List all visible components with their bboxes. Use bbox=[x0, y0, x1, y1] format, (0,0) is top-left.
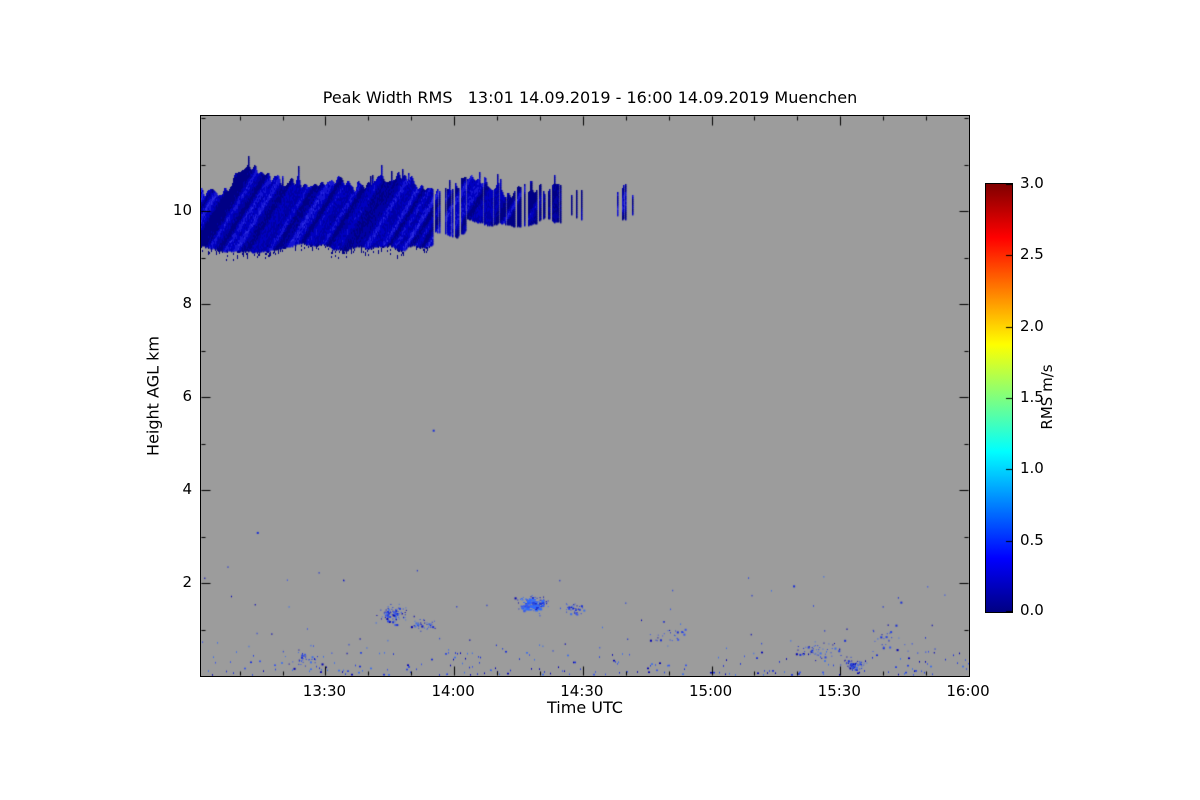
y-tick-label: 6 bbox=[182, 387, 192, 406]
y-tick-label: 2 bbox=[182, 573, 192, 592]
x-axis-label: Time UTC bbox=[547, 698, 623, 717]
heatmap-canvas bbox=[201, 116, 969, 676]
y-tick-label: 8 bbox=[182, 294, 192, 313]
colorbar-tick-label: 2.5 bbox=[1020, 245, 1044, 263]
colorbar-tick-label: 1.5 bbox=[1020, 388, 1044, 406]
x-tick-label: 16:00 bbox=[946, 682, 990, 700]
colorbar bbox=[985, 183, 1013, 613]
x-tick-label: 14:30 bbox=[560, 682, 604, 700]
chart-title: Peak Width RMS 13:01 14.09.2019 - 16:00 … bbox=[322, 88, 858, 107]
colorbar-tick-label: 2.0 bbox=[1020, 317, 1044, 335]
x-tick-label: 13:30 bbox=[302, 682, 347, 700]
colorbar-gradient bbox=[986, 184, 1012, 612]
colorbar-tick-label: 3.0 bbox=[1020, 174, 1044, 192]
x-tick-label: 15:00 bbox=[688, 682, 733, 700]
y-tick-label: 4 bbox=[182, 480, 192, 499]
y-tick-label: 10 bbox=[172, 201, 192, 220]
plot-area bbox=[200, 115, 970, 677]
x-tick-label: 15:30 bbox=[817, 682, 861, 700]
colorbar-tick-label: 1.0 bbox=[1020, 459, 1044, 477]
colorbar-tick-label: 0.0 bbox=[1020, 601, 1044, 619]
x-tick-label: 14:00 bbox=[431, 682, 475, 700]
colorbar-tick-label: 0.5 bbox=[1020, 531, 1044, 549]
